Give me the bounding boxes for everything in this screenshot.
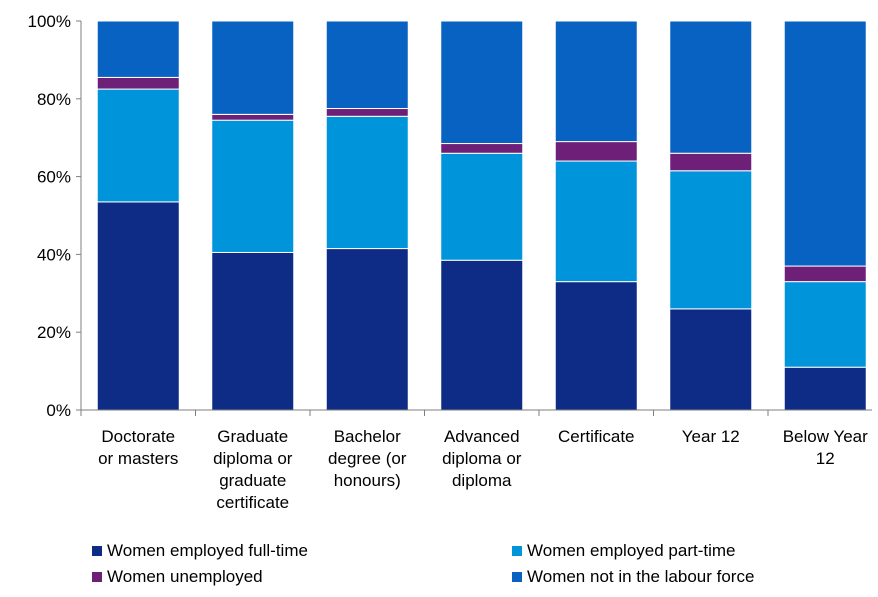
bar-segment [440, 20, 524, 145]
legend-item-part-time: Women employed part-time [512, 541, 736, 561]
legend-label-full-time: Women employed full-time [107, 541, 308, 560]
x-category-label: Graduate diploma or graduate certificate [213, 427, 293, 512]
bar-segment [554, 281, 638, 411]
bar-segment [325, 108, 409, 117]
bar-segment [325, 115, 409, 250]
y-tick-label: 0% [46, 401, 71, 420]
legend-label-unemployed: Women unemployed [107, 567, 263, 586]
bar-segment [554, 20, 638, 143]
x-category-label: Certificate [558, 427, 635, 446]
bar-segment [211, 251, 295, 411]
bar-segment [325, 248, 409, 411]
bar-segment [211, 119, 295, 253]
x-category-label: Below Year 12 [783, 427, 868, 468]
bar-segment [211, 20, 295, 115]
bar-segment [96, 201, 180, 411]
legend-swatch-full-time [92, 546, 102, 556]
x-category-label: Doctorate or masters [98, 427, 178, 468]
bar-segment [440, 259, 524, 411]
bar-segment [554, 141, 638, 162]
bar-segment [783, 281, 867, 368]
bars [96, 20, 867, 411]
bar-segment [325, 20, 409, 110]
bar-segment [96, 20, 180, 78]
bar-segment [669, 152, 753, 172]
legend-label-not-in-labour-force: Women not in the labour force [527, 567, 755, 586]
bar-segment [554, 160, 638, 283]
y-tick-label: 40% [37, 245, 71, 264]
bar-segment [783, 366, 867, 411]
y-tick-label: 20% [37, 323, 71, 342]
y-tick-label: 60% [37, 168, 71, 187]
bar-segment [783, 265, 867, 283]
y-tick-label: 80% [37, 90, 71, 109]
legend-swatch-not-in-labour-force [512, 572, 522, 582]
bar-segment [96, 76, 180, 90]
bar-segment [669, 20, 753, 154]
x-category-label: Year 12 [682, 427, 740, 446]
x-axis: Doctorate or masters Graduate diploma or gra… [80, 409, 872, 512]
legend-label-part-time: Women employed part-time [527, 541, 736, 560]
legend-item-unemployed: Women unemployed [92, 567, 263, 587]
y-axis: 0% 20% 40% 60% 80% 100% [28, 12, 82, 420]
bar-segment [669, 308, 753, 411]
x-category-label: Advanced diploma or diploma [442, 427, 522, 490]
bar-segment [96, 88, 180, 203]
y-tick-label: 100% [28, 12, 71, 31]
legend-swatch-unemployed [92, 572, 102, 582]
bar-segment [669, 170, 753, 310]
x-category-label: Bachelor degree (or honours) [328, 427, 407, 490]
bar-segment [440, 143, 524, 154]
bar-segment [440, 152, 524, 261]
legend-item-full-time: Women employed full-time [92, 541, 308, 561]
legend-item-not-in-labour-force: Women not in the labour force [512, 567, 754, 587]
bar-segment [211, 113, 295, 121]
legend-swatch-part-time [512, 546, 522, 556]
bar-segment [783, 20, 867, 267]
